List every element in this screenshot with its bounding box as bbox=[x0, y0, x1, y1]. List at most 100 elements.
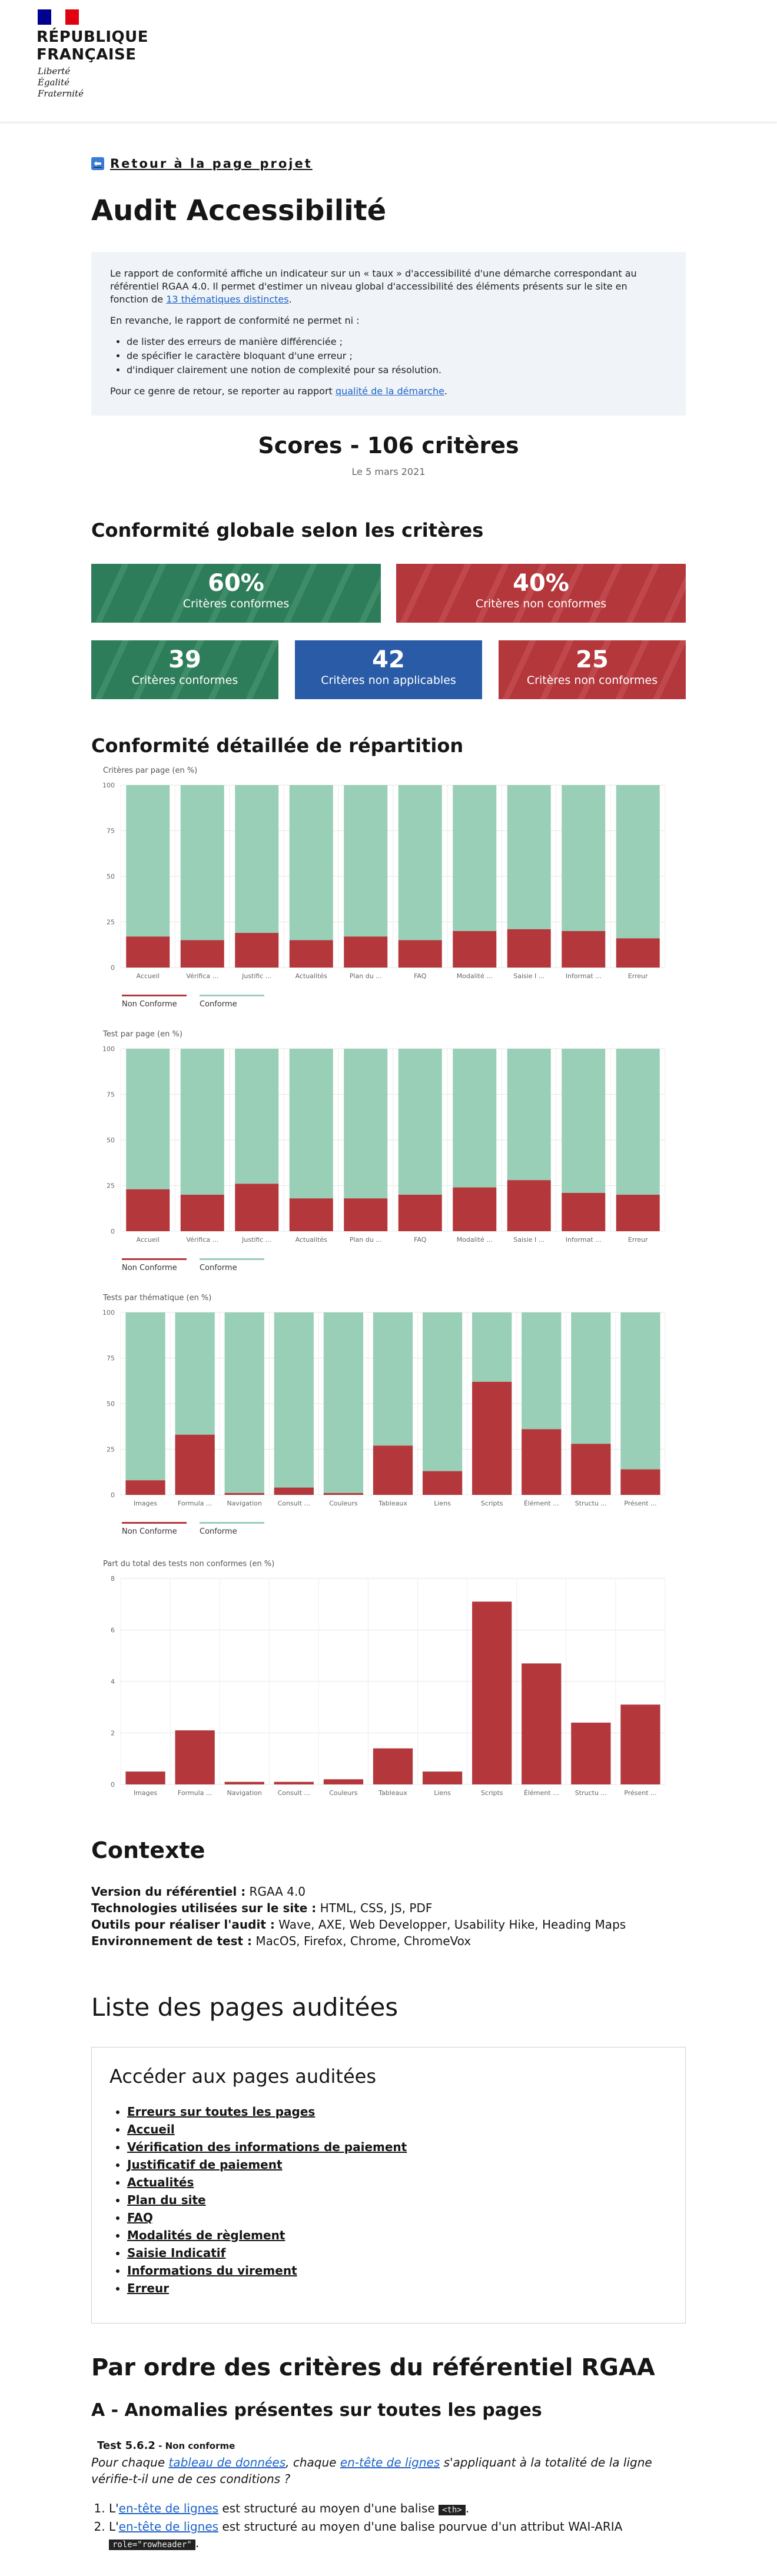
bar-non-conforme[interactable] bbox=[180, 1195, 224, 1231]
bar-conforme[interactable] bbox=[522, 1312, 562, 1430]
bar-non-conforme[interactable] bbox=[175, 1730, 215, 1784]
bar-non-conforme[interactable] bbox=[224, 1493, 264, 1495]
bar-non-conforme[interactable] bbox=[373, 1748, 413, 1784]
bar-conforme[interactable] bbox=[422, 1312, 463, 1471]
bar-conforme[interactable] bbox=[224, 1312, 264, 1493]
page-link[interactable]: Erreurs sur toutes les pages bbox=[127, 2105, 316, 2119]
tableau-donnees-link[interactable]: tableau de données bbox=[168, 2455, 286, 2469]
bar-non-conforme[interactable] bbox=[126, 936, 170, 968]
bar-non-conforme[interactable] bbox=[344, 936, 388, 968]
bar-non-conforme[interactable] bbox=[571, 1444, 611, 1495]
bar-non-conforme[interactable] bbox=[507, 1180, 551, 1231]
bar-conforme[interactable] bbox=[620, 1312, 660, 1470]
bar-conforme[interactable] bbox=[344, 785, 388, 937]
bar-non-conforme[interactable] bbox=[422, 1771, 463, 1784]
bar-non-conforme[interactable] bbox=[289, 1198, 333, 1231]
bar-conforme[interactable] bbox=[235, 785, 279, 933]
bar-conforme[interactable] bbox=[344, 1049, 388, 1199]
bar-non-conforme[interactable] bbox=[453, 1187, 497, 1231]
bar-non-conforme[interactable] bbox=[224, 1781, 264, 1784]
entete-lignes-link[interactable]: en-tête de lignes bbox=[340, 2455, 440, 2469]
bar-non-conforme[interactable] bbox=[323, 1493, 364, 1495]
legend-non-conforme[interactable]: Non Conforme bbox=[122, 995, 187, 1009]
bar-non-conforme[interactable] bbox=[453, 931, 497, 968]
bar-conforme[interactable] bbox=[289, 1049, 333, 1199]
back-to-project-link[interactable]: ⬅ Retour à la page projet bbox=[91, 157, 686, 171]
bar-non-conforme[interactable] bbox=[562, 931, 606, 968]
bar-conforme[interactable] bbox=[398, 1049, 442, 1195]
bar-non-conforme[interactable] bbox=[125, 1480, 165, 1495]
legend-conforme[interactable]: Conforme bbox=[200, 995, 264, 1009]
bar-conforme[interactable] bbox=[126, 785, 170, 937]
bar-non-conforme[interactable] bbox=[620, 1469, 660, 1495]
legend-non-conforme[interactable]: Non Conforme bbox=[122, 1522, 187, 1536]
bar-non-conforme[interactable] bbox=[289, 940, 333, 968]
bar-conforme[interactable] bbox=[616, 1049, 660, 1195]
bar-non-conforme[interactable] bbox=[522, 1663, 562, 1784]
page-link[interactable]: Informations du virement bbox=[127, 2263, 297, 2278]
bar-non-conforme[interactable] bbox=[126, 1189, 170, 1231]
bar-conforme[interactable] bbox=[126, 1049, 170, 1189]
page-link[interactable]: Plan du site bbox=[127, 2193, 206, 2207]
legend-non-conforme[interactable]: Non Conforme bbox=[122, 1258, 187, 1272]
bar-conforme[interactable] bbox=[373, 1312, 413, 1446]
bar-conforme[interactable] bbox=[562, 785, 606, 931]
bar-conforme[interactable] bbox=[562, 1049, 606, 1193]
bar-non-conforme[interactable] bbox=[323, 1779, 364, 1784]
bar-conforme[interactable] bbox=[323, 1312, 364, 1493]
page-link[interactable]: Erreur bbox=[127, 2281, 170, 2295]
bar-conforme[interactable] bbox=[507, 1049, 551, 1181]
page-link[interactable]: Actualités bbox=[127, 2175, 194, 2189]
bar-conforme[interactable] bbox=[175, 1312, 215, 1435]
back-arrow-icon: ⬅ bbox=[91, 157, 104, 170]
bar-conforme[interactable] bbox=[235, 1049, 279, 1184]
bar-non-conforme[interactable] bbox=[180, 940, 224, 968]
bar-non-conforme[interactable] bbox=[125, 1771, 165, 1784]
bar-non-conforme[interactable] bbox=[235, 1184, 279, 1231]
bar-non-conforme[interactable] bbox=[571, 1723, 611, 1784]
entete-lignes-link[interactable]: en-tête de lignes bbox=[118, 2520, 219, 2534]
bar-non-conforme[interactable] bbox=[398, 1195, 442, 1231]
legend-conforme[interactable]: Conforme bbox=[200, 1522, 264, 1536]
bar-non-conforme[interactable] bbox=[274, 1487, 314, 1495]
bar-conforme[interactable] bbox=[571, 1312, 611, 1444]
bar-non-conforme[interactable] bbox=[175, 1434, 215, 1495]
bar-conforme[interactable] bbox=[453, 1049, 497, 1188]
bar-non-conforme[interactable] bbox=[620, 1704, 660, 1784]
qualite-demarche-link[interactable]: qualité de la démarche bbox=[335, 385, 444, 397]
page-link[interactable]: Modalités de règlement bbox=[127, 2228, 285, 2242]
bar-non-conforme[interactable] bbox=[373, 1445, 413, 1495]
bar-non-conforme[interactable] bbox=[344, 1198, 388, 1231]
legend-conforme[interactable]: Conforme bbox=[200, 1258, 264, 1272]
bar-conforme[interactable] bbox=[180, 785, 224, 940]
bar-conforme[interactable] bbox=[453, 785, 497, 931]
bar-conforme[interactable] bbox=[274, 1312, 314, 1488]
bar-conforme[interactable] bbox=[507, 785, 551, 929]
bar-non-conforme[interactable] bbox=[472, 1381, 512, 1495]
page-link[interactable]: Justificatif de paiement bbox=[127, 2158, 283, 2172]
page-link[interactable]: Accueil bbox=[127, 2122, 175, 2136]
bar-non-conforme[interactable] bbox=[616, 938, 660, 968]
bar-non-conforme[interactable] bbox=[274, 1781, 314, 1784]
page-link[interactable]: Saisie Indicatif bbox=[127, 2246, 226, 2260]
bar-non-conforme[interactable] bbox=[562, 1192, 606, 1231]
bar-conforme[interactable] bbox=[398, 785, 442, 940]
brand-name[interactable]: RÉPUBLIQUE FRANÇAISE bbox=[36, 28, 148, 64]
bar-conforme[interactable] bbox=[125, 1312, 165, 1481]
bar-non-conforme[interactable] bbox=[422, 1471, 463, 1495]
bar-conforme[interactable] bbox=[180, 1049, 224, 1195]
bar-non-conforme[interactable] bbox=[235, 933, 279, 968]
bar-non-conforme[interactable] bbox=[472, 1601, 512, 1784]
bar-conforme[interactable] bbox=[616, 785, 660, 939]
bar-conforme[interactable] bbox=[472, 1312, 512, 1382]
thematiques-link[interactable]: 13 thématiques distinctes bbox=[166, 294, 289, 305]
bar-non-conforme[interactable] bbox=[507, 929, 551, 968]
bar-non-conforme[interactable] bbox=[522, 1429, 562, 1495]
bar-conforme[interactable] bbox=[289, 785, 333, 940]
bar-non-conforme[interactable] bbox=[398, 940, 442, 968]
chart-tests-par-thematique: Tests par thématique (en %) 0 25 50 75 100 Im… bbox=[91, 1294, 686, 1541]
bar-non-conforme[interactable] bbox=[616, 1195, 660, 1231]
entete-lignes-link[interactable]: en-tête de lignes bbox=[118, 2501, 219, 2515]
page-link[interactable]: Vérification des informations de paiemen… bbox=[127, 2140, 407, 2154]
page-link[interactable]: FAQ bbox=[127, 2211, 153, 2225]
